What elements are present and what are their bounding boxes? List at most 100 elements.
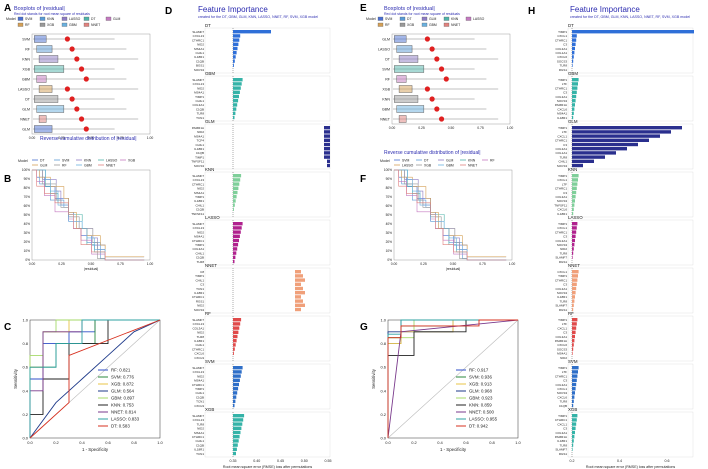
fi-bar — [572, 366, 579, 370]
box-iqr — [36, 105, 65, 113]
fi-bar — [233, 82, 242, 86]
rcd-series-line — [394, 169, 507, 261]
fi-bar — [233, 322, 241, 326]
fi-feature-label: COL3A1 — [555, 95, 567, 99]
fi-bar — [572, 238, 575, 243]
box-x-tick: 0.25 — [418, 126, 425, 130]
fi-model-label: GLM — [205, 119, 215, 124]
fi-feature-label: C1QB — [196, 151, 204, 155]
fi-feature-label: TIMP1 — [195, 274, 204, 278]
fi-feature-label: COL3A1 — [555, 431, 567, 435]
legend-label: NNET — [91, 23, 100, 27]
fi-bar — [572, 374, 578, 378]
fi-bar — [233, 195, 237, 199]
fi-bar — [233, 451, 236, 456]
rcd-x-label: |residual| — [84, 267, 99, 271]
rcd-legend-title: Model — [18, 159, 28, 163]
panel-label-h: H — [528, 6, 535, 17]
fi-bar — [233, 422, 243, 426]
fi-bar — [572, 351, 573, 355]
fi-feature-label: CXCL6 — [557, 107, 567, 111]
fi-feature-label: TIMP1 — [558, 222, 567, 226]
fi-bar — [572, 55, 574, 59]
rcd-legend-label: DT — [424, 158, 429, 162]
fi-bar — [233, 86, 241, 90]
legend-label: GBM — [429, 23, 437, 27]
fi-feature-label: TIMP1 — [195, 95, 204, 99]
fi-bar — [295, 278, 305, 282]
legend-swatch — [421, 16, 428, 21]
panel-label-a: A — [4, 3, 11, 14]
rcd-y-tick: 100% — [384, 168, 392, 172]
fi-bar — [572, 222, 578, 226]
rcd-y-tick: 60% — [24, 204, 31, 208]
rcd-series-line — [394, 169, 507, 261]
fi-bar — [233, 174, 242, 178]
boxplot-left: SVM RF KNN XGB GBM LASSO DT GLM NNET GLM 0.00 0.25 0… — [18, 33, 153, 140]
rcd-y-tick: 80% — [386, 186, 393, 190]
fi-feature-label: NID2 — [197, 374, 204, 378]
fi-bar — [233, 34, 241, 38]
box-title-right: Boxplots of |residual| — [384, 6, 435, 12]
fi-x-label: Root mean square error (RMSE) loss after… — [223, 465, 312, 469]
fi-bar — [233, 334, 238, 339]
fi-bar — [233, 370, 242, 374]
roc-curve-lasso — [29, 319, 160, 438]
fi-x-tick: 0.40 — [253, 459, 260, 463]
fi-bar — [233, 382, 239, 387]
rcd-x-tick: 0.75 — [117, 262, 124, 266]
rcd-series-line — [394, 169, 507, 261]
rcd-x-tick: 0.00 — [391, 262, 398, 266]
fi-feature-label: NID2 — [197, 130, 204, 134]
box-iqr — [398, 85, 413, 93]
rcd-legend-label: SVM — [62, 158, 70, 162]
fi-bar — [324, 151, 330, 155]
fi-facet-frame — [204, 219, 331, 266]
fi-facet-frame — [204, 315, 331, 362]
fi-bar — [327, 163, 330, 168]
rcd-legend-left: Model DT SVM KNN LASSO XGB GLM RF GBM NNET — [18, 158, 136, 167]
box-subtitle-left: Red dot stands for root mean square of r… — [14, 12, 90, 16]
boxplot-right: GLM LASSO DT SVM RF XGB KNN GBM NNET 0.00 0.25 0.50… — [378, 33, 513, 130]
rcd-legend-label: XGB — [424, 163, 432, 167]
feature-importance-left: DTSLAMF7CXCL13CTHRC1NID2MS4A1CHIL1IL18R1… — [191, 23, 331, 469]
fi-feature-label: TIMP1 — [558, 366, 567, 370]
box-row-label: GLM — [382, 38, 390, 42]
fi-bar — [295, 274, 303, 278]
roc-y-tick: 0.2 — [22, 412, 28, 417]
fi-bar — [233, 339, 237, 343]
rcd-legend-label: GLM — [446, 158, 454, 162]
fi-bar — [233, 399, 236, 403]
fi-feature-label: COL3A1 — [192, 103, 204, 107]
fi-feature-label: TNFSF11 — [191, 160, 204, 164]
fi-feature-label: C3 — [563, 191, 567, 195]
legend-swatch — [399, 16, 406, 21]
fi-x-tick: 0.35 — [230, 459, 237, 463]
fi-feature-label: CTHRC1 — [555, 187, 567, 191]
box-subtitle-right: Red dot stands for root mean square of r… — [384, 12, 460, 16]
fi-bar — [233, 251, 237, 255]
rcd-legend-label: GBM — [446, 163, 454, 167]
rcd-plot-left: 100% 90% 80% 70% 60% 50% 40% 30% 20% 10% 0%0.00 0.2… — [22, 168, 154, 271]
fi-bar — [572, 307, 574, 312]
fi-bar — [572, 230, 577, 234]
fi-bar — [572, 347, 574, 351]
box-legend-title: Model — [366, 17, 376, 21]
legend-label: XGB — [407, 23, 415, 27]
fi-subtitle-left: created for the DT, GBM, GLM, KNN, LASSO… — [198, 15, 318, 19]
fi-bar — [324, 147, 330, 151]
fi-model-label: GLM — [568, 119, 578, 124]
rcd-series-line — [32, 169, 145, 261]
fi-feature-label: CXCL1 — [557, 326, 567, 330]
fi-feature-label: C3 — [563, 143, 567, 147]
rcd-legend-title: Model — [380, 159, 390, 163]
fi-feature-label: RGS1 — [196, 299, 205, 303]
fi-bar — [572, 78, 579, 82]
fi-feature-label: CXCL1 — [557, 178, 567, 182]
legend-label: GLM — [113, 17, 121, 21]
roc-x-label: 1 - Specificity — [440, 447, 467, 452]
roc-legend-label: RF: 0.917 — [469, 368, 489, 373]
roc-x-tick: 0.4 — [79, 440, 85, 445]
rcd-plot-right: 100% 90% 80% 70% 60% 50% 40% 30% 20% 10% 0%0.00 0.2… — [384, 168, 516, 271]
fi-bar — [572, 94, 577, 99]
